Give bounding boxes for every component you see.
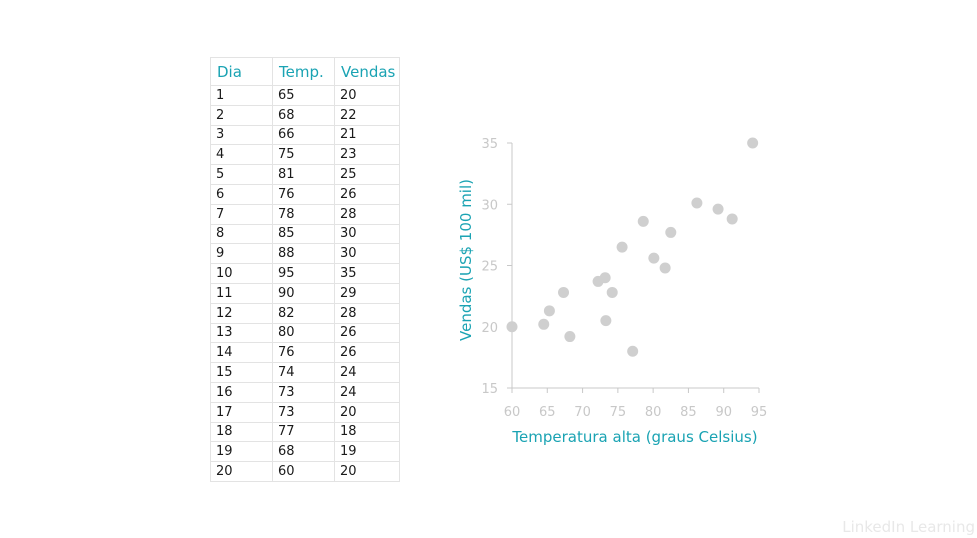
- x-tick-label: 60: [504, 405, 521, 420]
- y-tick-label: 35: [481, 137, 498, 152]
- table-row: 15 74 24: [210, 362, 401, 383]
- scatter-point: [606, 286, 618, 298]
- scatter-point: [747, 137, 759, 149]
- column-header-sales: Vendas: [333, 57, 401, 86]
- y-tick-label: 25: [481, 260, 498, 275]
- scatter-point: [665, 226, 677, 238]
- linkedin-learning-watermark: LinkedIn Learning: [842, 518, 975, 536]
- y-tick-label: 15: [481, 382, 498, 397]
- table-row: 1 65 20: [210, 85, 401, 106]
- scatter-point: [616, 241, 628, 253]
- cell-temp: 74: [272, 362, 335, 383]
- table-row: 3 66 21: [210, 124, 401, 146]
- cell-sales: 30: [333, 223, 401, 245]
- scatter-point: [558, 286, 570, 298]
- scatter-point: [691, 197, 703, 209]
- cell-day: 17: [210, 401, 273, 423]
- cell-temp: 60: [272, 461, 335, 482]
- cell-sales: 26: [333, 183, 401, 205]
- cell-temp: 80: [272, 322, 335, 344]
- table-row: 6 76 26: [210, 183, 401, 205]
- cell-day: 20: [210, 461, 273, 482]
- table-row: 17 73 20: [210, 401, 401, 423]
- scatter-point: [600, 315, 612, 327]
- scatter-point: [637, 215, 649, 227]
- cell-day: 14: [210, 342, 273, 364]
- y-tick-label: 30: [481, 198, 498, 213]
- column-header-temp: Temp.: [272, 57, 335, 86]
- table-row: 11 90 29: [210, 282, 401, 304]
- y-axis-title: Vendas (US$ 100 mil): [457, 179, 475, 341]
- table-row: 14 76 26: [210, 342, 401, 364]
- scatter-point: [543, 305, 555, 317]
- x-tick-label: 70: [574, 405, 591, 420]
- table-header-row: Dia Temp. Vendas: [210, 57, 401, 86]
- table-row: 12 82 28: [210, 302, 401, 324]
- x-tick-label: 80: [645, 405, 662, 420]
- x-axis-title: Temperatura alta (graus Celsius): [511, 428, 757, 446]
- y-tick-label: 20: [481, 321, 498, 336]
- x-tick-label: 95: [751, 405, 768, 420]
- table-row: 2 68 22: [210, 104, 401, 126]
- cell-temp: 68: [272, 441, 335, 463]
- scatter-point: [506, 321, 518, 333]
- scatter-point: [648, 252, 660, 264]
- data-table: Dia Temp. Vendas 1 65 20 2 68 22 3 66 21 4 75 23 5 81…: [210, 57, 401, 482]
- scatter-point: [659, 262, 671, 274]
- scatter-point: [726, 213, 738, 225]
- cell-temp: 76: [272, 342, 335, 364]
- table-row: 18 77 18: [210, 421, 401, 443]
- scatter-point: [599, 272, 611, 284]
- scatter-point: [538, 318, 550, 330]
- scatter-point: [564, 331, 576, 343]
- table-row: 19 68 19: [210, 441, 401, 463]
- column-header-day: Dia: [210, 57, 273, 86]
- x-tick-label: 90: [715, 405, 732, 420]
- cell-temp: 76: [272, 183, 335, 205]
- table-row: 13 80 26: [210, 322, 401, 344]
- scatter-point: [627, 345, 639, 357]
- cell-sales: 25: [333, 164, 401, 185]
- cell-sales: 20: [333, 461, 401, 482]
- cell-day: 13: [210, 322, 273, 344]
- table-row: 5 81 25: [210, 164, 401, 185]
- cell-temp: 77: [272, 421, 335, 443]
- x-tick-label: 65: [539, 405, 556, 420]
- x-tick-label: 75: [610, 405, 627, 420]
- x-tick-label: 85: [680, 405, 697, 420]
- cell-day: 15: [210, 362, 273, 383]
- table-row: 20 60 20: [210, 461, 401, 482]
- scatter-point: [712, 203, 724, 215]
- table-row: 8 85 30: [210, 223, 401, 245]
